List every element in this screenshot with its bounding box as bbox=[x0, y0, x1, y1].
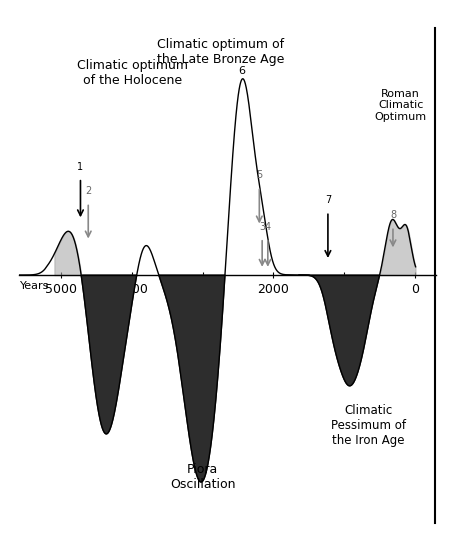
Text: Piora
Oscillation: Piora Oscillation bbox=[170, 463, 236, 491]
Text: 2: 2 bbox=[85, 186, 91, 196]
Text: 7: 7 bbox=[325, 195, 331, 205]
Text: 1: 1 bbox=[77, 162, 83, 172]
Text: Climatic
Pessimum of
the Iron Age: Climatic Pessimum of the Iron Age bbox=[331, 404, 406, 447]
Text: 6: 6 bbox=[238, 66, 245, 76]
Text: Years: Years bbox=[20, 280, 50, 290]
Text: Climatic optimum
of the Holocene: Climatic optimum of the Holocene bbox=[77, 59, 188, 87]
Text: 8: 8 bbox=[390, 210, 396, 220]
Text: 5: 5 bbox=[256, 170, 263, 180]
Text: 3: 3 bbox=[259, 222, 265, 232]
Text: Roman
Climatic
Optimum: Roman Climatic Optimum bbox=[374, 89, 427, 122]
Text: 4: 4 bbox=[265, 222, 271, 232]
Text: Climatic optimum of
the Late Bronze Age: Climatic optimum of the Late Bronze Age bbox=[157, 39, 284, 66]
